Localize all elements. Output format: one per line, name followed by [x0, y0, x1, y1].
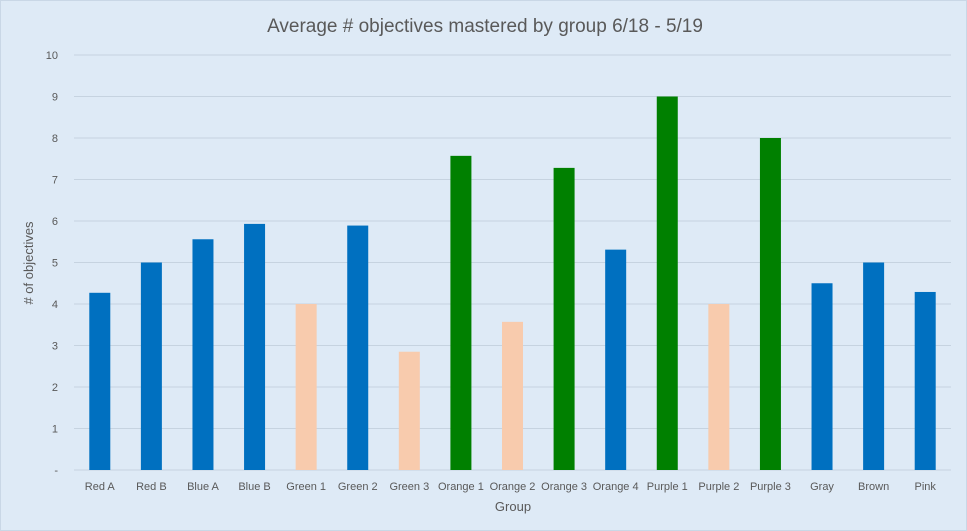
bar	[398, 351, 420, 470]
y-tick-label: 10	[46, 50, 58, 62]
x-tick-label: Orange 2	[490, 481, 536, 493]
x-axis-title: Group	[495, 499, 531, 514]
bar	[89, 292, 111, 470]
x-tick-label: Orange 1	[438, 481, 484, 493]
x-tick-label: Orange 4	[593, 481, 639, 493]
bar	[759, 138, 781, 470]
bar	[244, 223, 266, 470]
y-tick-label: 7	[52, 175, 58, 187]
x-tick-label: Orange 3	[541, 481, 587, 493]
bar	[347, 225, 369, 470]
x-tick-label: Purple 1	[647, 481, 688, 493]
y-tick-label: 4	[52, 299, 58, 311]
y-tick-label: 5	[52, 258, 58, 270]
y-axis-ticks: - 1 2 3 4 5 6 7 8 9 10	[46, 50, 59, 477]
x-tick-label: Blue A	[187, 481, 219, 493]
x-tick-label: Purple 3	[750, 481, 791, 493]
x-tick-label: Blue B	[238, 481, 270, 493]
y-tick-label: 8	[52, 133, 58, 145]
bar	[502, 321, 523, 470]
x-tick-label: Red B	[136, 481, 167, 493]
bar	[914, 291, 936, 470]
bar	[140, 262, 162, 470]
bar	[295, 304, 317, 470]
x-tick-label: Red A	[85, 481, 116, 493]
x-tick-label: Purple 2	[698, 481, 739, 493]
x-tick-label: Green 2	[338, 481, 378, 493]
bar	[553, 167, 575, 470]
y-tick-label: 9	[52, 92, 58, 104]
x-axis-ticks: Red A Red B Blue A Blue B Green 1 Green 2 Gree…	[85, 481, 937, 493]
y-tick-label: 2	[52, 382, 58, 394]
x-tick-label: Green 3	[389, 481, 429, 493]
y-tick-label: -	[54, 465, 58, 477]
bar	[605, 249, 627, 470]
x-tick-label: Green 1	[286, 481, 326, 493]
y-tick-label: 1	[52, 424, 58, 436]
bar	[192, 239, 214, 470]
y-tick-label: 3	[52, 341, 58, 353]
y-axis-title: # of objectives	[21, 221, 36, 305]
gridlines	[74, 54, 951, 471]
bar	[863, 262, 885, 470]
bar	[656, 96, 678, 470]
bar	[708, 304, 730, 470]
bar	[811, 283, 833, 470]
x-tick-label: Pink	[915, 481, 937, 493]
bars	[89, 96, 936, 470]
x-tick-label: Gray	[810, 481, 834, 493]
x-tick-label: Brown	[858, 481, 889, 493]
chart-title: Average # objectives mastered by group 6…	[267, 16, 703, 37]
y-tick-label: 6	[52, 216, 58, 228]
bar	[450, 155, 472, 470]
